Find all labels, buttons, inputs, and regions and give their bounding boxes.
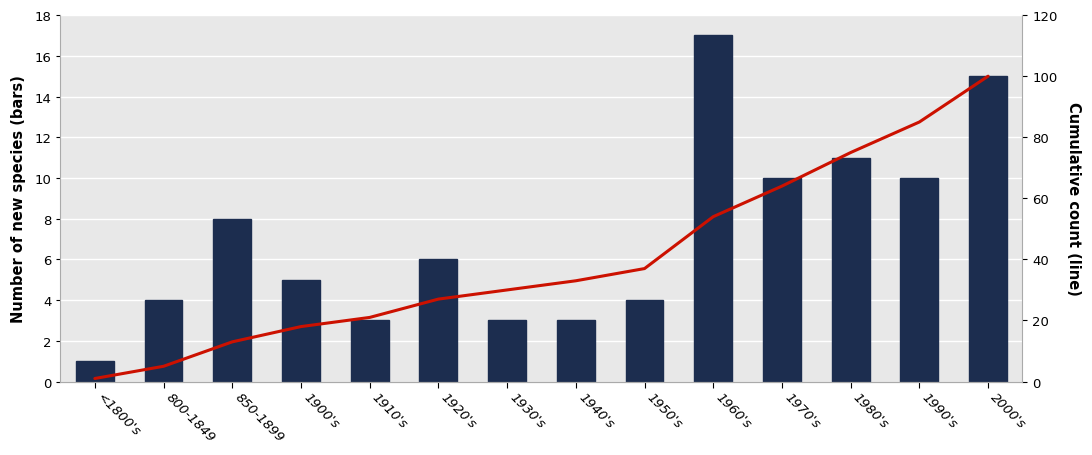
Bar: [282, 280, 320, 382]
Bar: [76, 361, 114, 382]
Bar: [213, 219, 251, 382]
Bar: [144, 300, 182, 382]
Bar: [970, 77, 1007, 382]
Y-axis label: Cumulative count (line): Cumulative count (line): [1066, 102, 1081, 296]
Bar: [488, 321, 526, 382]
Bar: [832, 158, 869, 382]
Bar: [695, 36, 732, 382]
Y-axis label: Number of new species (bars): Number of new species (bars): [11, 75, 26, 323]
Bar: [351, 321, 389, 382]
Bar: [626, 300, 664, 382]
Bar: [901, 178, 938, 382]
Bar: [763, 178, 800, 382]
Bar: [557, 321, 595, 382]
Bar: [419, 260, 458, 382]
